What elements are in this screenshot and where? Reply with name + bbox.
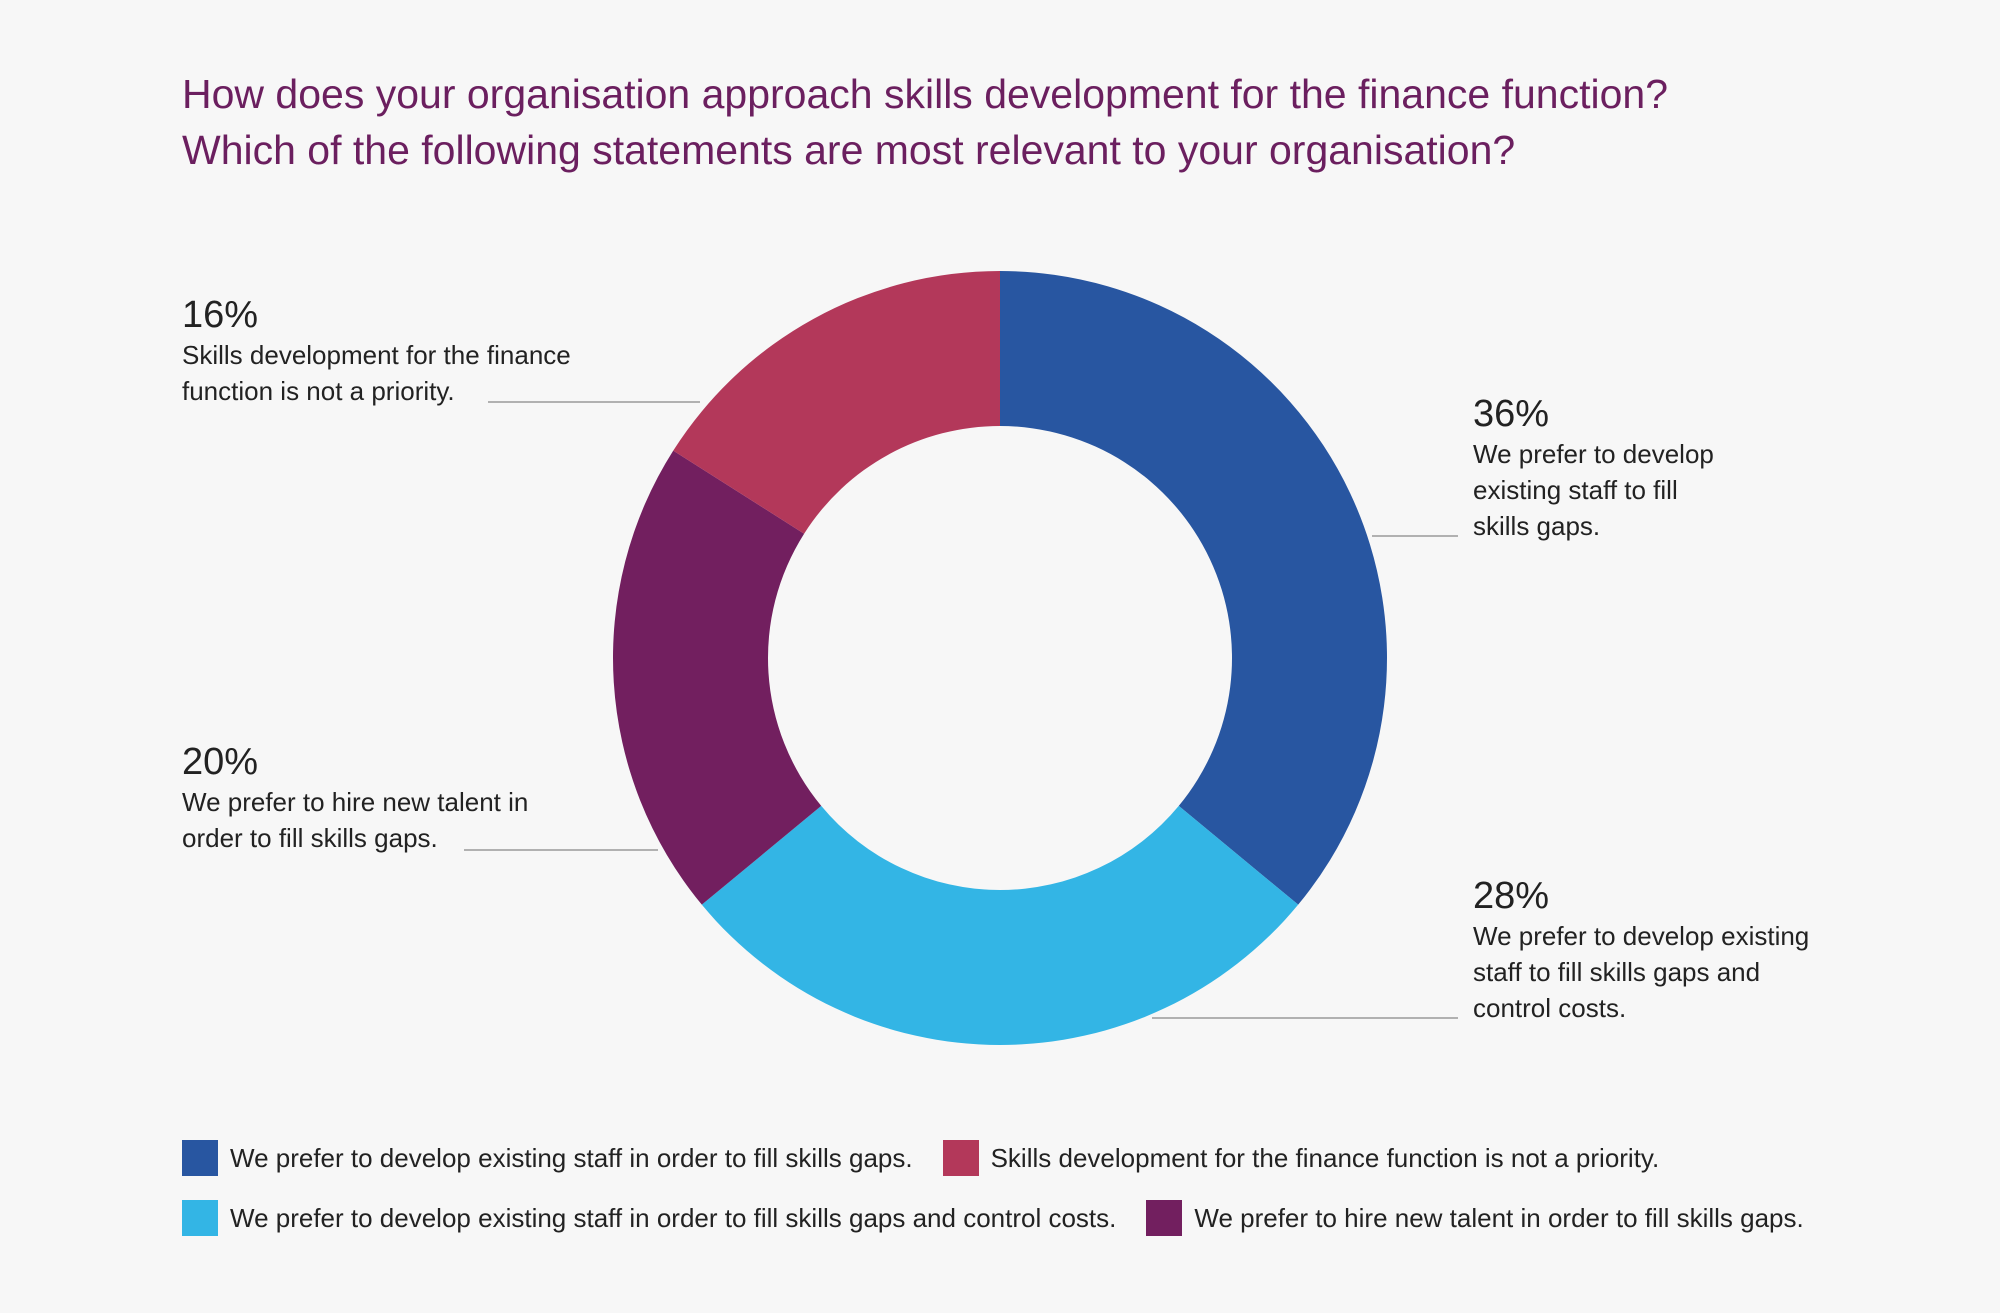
callout-hire-text: We prefer to hire new talent in order to… <box>182 784 528 856</box>
callout-develop-costs-percent: 28% <box>1473 875 1550 917</box>
callout-develop-costs-line: staff to fill skills gaps and <box>1473 957 1761 987</box>
donut-slice-hire <box>613 450 822 905</box>
legend-label-not-priority: Skills development for the finance funct… <box>990 1142 1660 1173</box>
legend-item-develop-costs: We prefer to develop existing staff in o… <box>182 1200 1116 1236</box>
callout-develop-text: We prefer to develop existing staff to f… <box>1473 436 1714 544</box>
callout-hire-line: We prefer to hire new talent in <box>182 787 529 817</box>
legend-label-develop-costs: We prefer to develop existing staff in o… <box>230 1202 1117 1233</box>
callout-develop-costs-text: We prefer to develop existing staff to f… <box>1473 918 1809 1026</box>
callout-not-priority-line: function is not a priority. <box>182 376 455 406</box>
chart-legend: We prefer to develop existing staff in o… <box>182 1136 1982 1256</box>
legend-swatch-develop-costs <box>182 1200 218 1236</box>
legend-row: We prefer to develop existing staff in o… <box>182 1136 1982 1180</box>
callout-develop-line: existing staff to fill <box>1473 475 1678 505</box>
chart-title-line-1: How does your organisation approach skil… <box>182 71 1668 117</box>
chart-title-line-2: Which of the following statements are mo… <box>182 127 1516 173</box>
donut-slice-develop <box>1000 271 1387 905</box>
donut-slice-develop-costs <box>701 805 1299 1045</box>
callout-develop-costs-line: We prefer to develop existing <box>1473 921 1810 951</box>
callout-not-priority-text: Skills development for the finance funct… <box>182 337 571 409</box>
legend-item-develop: We prefer to develop existing staff in o… <box>182 1140 913 1176</box>
donut-slice-not-priority <box>673 271 1000 534</box>
legend-row: We prefer to develop existing staff in o… <box>182 1196 1982 1240</box>
legend-item-hire: We prefer to hire new talent in order to… <box>1146 1200 1804 1236</box>
legend-label-develop: We prefer to develop existing staff in o… <box>230 1142 913 1173</box>
callout-hire-percent: 20% <box>182 741 259 783</box>
legend-swatch-hire <box>1146 1200 1183 1236</box>
legend-swatch-not-priority <box>942 1140 979 1176</box>
callout-develop-line: We prefer to develop <box>1473 439 1714 469</box>
legend-item-not-priority: Skills development for the finance funct… <box>942 1140 1660 1176</box>
callout-develop-percent: 36% <box>1473 393 1550 435</box>
callout-develop-line: skills gaps. <box>1473 511 1601 541</box>
callout-not-priority-percent: 16% <box>182 294 259 336</box>
callout-develop-costs: 28% We prefer to develop existing staff … <box>1473 874 1809 1026</box>
callout-not-priority: 16% Skills development for the finance f… <box>182 293 571 409</box>
chart-title: How does your organisation approach skil… <box>182 66 1942 178</box>
callout-develop: 36% We prefer to develop existing staff … <box>1473 392 1714 544</box>
callout-develop-costs-line: control costs. <box>1473 993 1627 1023</box>
callout-not-priority-line: Skills development for the finance <box>182 340 571 370</box>
callout-hire: 20% We prefer to hire new talent in orde… <box>182 740 528 856</box>
legend-swatch-develop <box>182 1140 218 1176</box>
legend-label-hire: We prefer to hire new talent in order to… <box>1194 1202 1804 1233</box>
callout-hire-line: order to fill skills gaps. <box>182 823 438 853</box>
